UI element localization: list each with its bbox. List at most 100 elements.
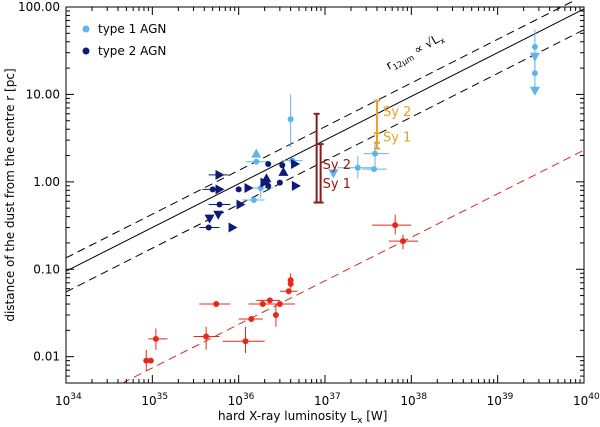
limit-arrow-right [236,199,246,210]
x-tick-label: 1040 [573,392,600,408]
fit-lines [65,0,585,384]
relation-part: x [438,36,447,46]
x-tick-base: 10 [141,394,156,408]
x-tick-exponent: 37 [329,392,340,402]
limit-arrow-right [291,180,301,191]
x-tick-base: 10 [573,394,588,408]
annotations: Sy 2 Sy 1 Sy 2 Sy 1 r12μm ∝ √Lx [313,30,447,204]
data-point [372,150,379,157]
x-tick-base: 10 [487,394,502,408]
relation-text: r12μm ∝ √Lx [384,30,447,75]
x-axis-label: hard X-ray luminosity Lx [W] [218,409,387,426]
data-point [259,301,266,308]
x-tick-label: 1036 [228,392,255,408]
data-point [279,162,286,169]
limit-arrow-down [204,214,215,224]
sy2-label-red: Sy 2 [323,158,351,173]
x-tick-exponent: 36 [243,392,255,402]
data-point [272,311,279,318]
legend-marker-type2 [82,47,90,55]
fit-line-upper [65,0,577,259]
limit-arrow-right [244,183,254,194]
x-tick-exponent: 38 [416,392,428,402]
x-tick-base: 10 [314,394,329,408]
x-tick-label: 1038 [400,392,427,408]
sy1-label-orange: Sy 1 [383,131,411,146]
x-tick-base: 10 [400,394,415,408]
data-point [253,158,260,165]
x-tick-label: 1034 [55,392,82,408]
relation-label: r12μm ∝ √Lx [384,30,447,75]
limit-arrow-right [228,222,238,233]
x-tick-exponent: 40 [588,392,600,402]
y-tick-label: 0.10 [33,262,60,276]
x-axis-label-sub: x [357,416,363,426]
axis-ticks: 1034 1035 1036 1037 1038 1039 10400.010.101.00… [18,0,600,408]
data-point [213,301,220,308]
limit-arrow-down [529,86,540,96]
data-points [143,29,540,371]
data-point [392,222,399,229]
data-point [287,116,294,123]
legend-marker-type1 [82,25,90,33]
x-tick-exponent: 39 [502,392,514,402]
x-tick-label: 1037 [314,392,341,408]
relation-part: ∝ [408,39,429,59]
sy1-label-red: Sy 1 [323,177,351,192]
y-tick-label: 0.01 [33,350,60,364]
x-tick-base: 10 [55,394,70,408]
y-tick-label: 1.00 [33,175,60,189]
limit-arrow-right [215,184,225,195]
data-point [265,182,272,189]
y-axis-label: distance of the dust from the centre r [… [3,68,17,321]
data-point [531,43,538,50]
x-tick-exponent: 35 [157,392,168,402]
data-point [143,357,150,364]
x-tick-label: 1039 [487,392,514,408]
plot-frame [65,6,585,384]
x-tick-label: 1035 [141,392,168,408]
limit-arrow-up [261,173,272,183]
limit-arrow-up [278,166,289,176]
x-tick-exponent: 34 [70,392,82,402]
data-point [354,164,361,171]
x-axis-label-main: hard X-ray luminosity L [218,409,357,423]
x-axis-label-unit: [W] [362,409,387,423]
data-point [276,179,283,186]
data-point [147,357,154,364]
legend-label-type1: type 1 AGN [98,22,166,36]
data-point [235,186,242,193]
fit-line-red-fit [122,149,585,384]
data-point [265,160,272,167]
limit-arrow-right [215,169,225,180]
limit-arrow-down [529,52,540,62]
data-point [242,338,249,345]
data-point [152,335,159,342]
data-point [531,70,538,77]
data-point [209,186,216,193]
data-point [399,238,406,245]
data-point [248,315,255,322]
sy2-label-orange: Sy 2 [383,105,411,120]
y-tick-label: 100.00 [18,0,60,14]
fit-line-fit [65,8,585,272]
data-point [276,301,283,308]
data-point [203,333,210,340]
legend-label-type2: type 2 AGN [98,44,166,58]
data-point [216,201,223,208]
y-tick-label: 10.00 [26,87,60,101]
data-point [266,297,273,304]
limit-arrow-right [291,158,301,169]
x-tick-base: 10 [228,394,243,408]
data-point [287,280,294,287]
data-point [250,196,257,203]
data-point [371,166,378,173]
limit-arrow-down [328,169,339,179]
relation-part: r [384,58,395,73]
fit-line-lower [65,29,585,293]
limit-arrow-down [213,210,224,220]
legend: type 1 AGN type 2 AGN [82,22,166,58]
limit-arrow-up [251,148,262,158]
data-point [205,224,212,231]
